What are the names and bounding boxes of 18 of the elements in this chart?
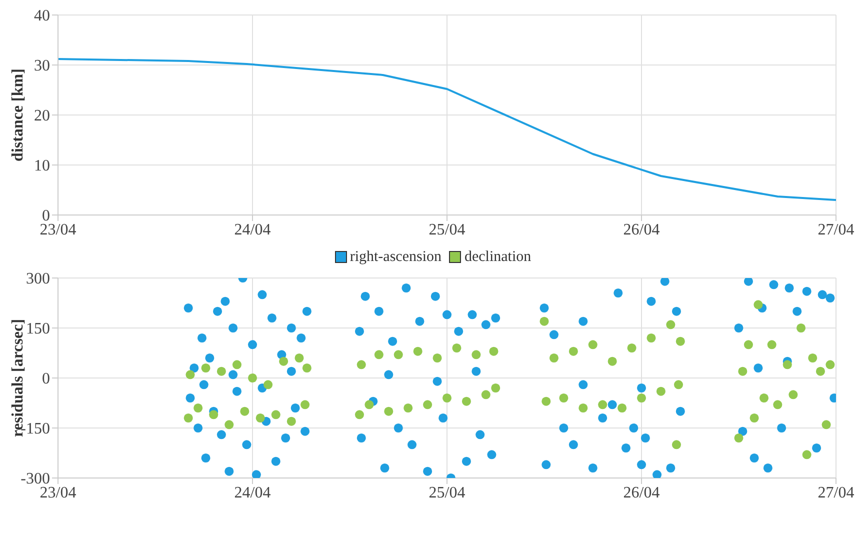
- y-tick-label: 150: [26, 320, 50, 338]
- x-tick-label: 26/04: [623, 484, 660, 502]
- legend-label: declination: [464, 248, 532, 266]
- y-tick-label: 40: [34, 8, 50, 25]
- x-tick-label: 24/04: [234, 221, 271, 238]
- y-tick-label: 20: [34, 108, 50, 125]
- y-tick-label: 0: [42, 370, 50, 388]
- y-tick-label: 300: [26, 270, 50, 288]
- legend-label: right-ascension: [350, 248, 442, 266]
- x-tick-label: 27/04: [818, 221, 854, 238]
- x-tick-label: 25/04: [428, 221, 466, 238]
- y-tick-label: 10: [34, 158, 50, 175]
- x-tick-label: 24/04: [234, 484, 271, 502]
- y-axis-title: distance [km]: [10, 68, 27, 162]
- x-tick-label: 26/04: [623, 221, 660, 238]
- x-tick-label: 27/04: [818, 484, 854, 502]
- x-tick-label: 25/04: [428, 484, 466, 502]
- y-tick-label: 30: [34, 58, 50, 75]
